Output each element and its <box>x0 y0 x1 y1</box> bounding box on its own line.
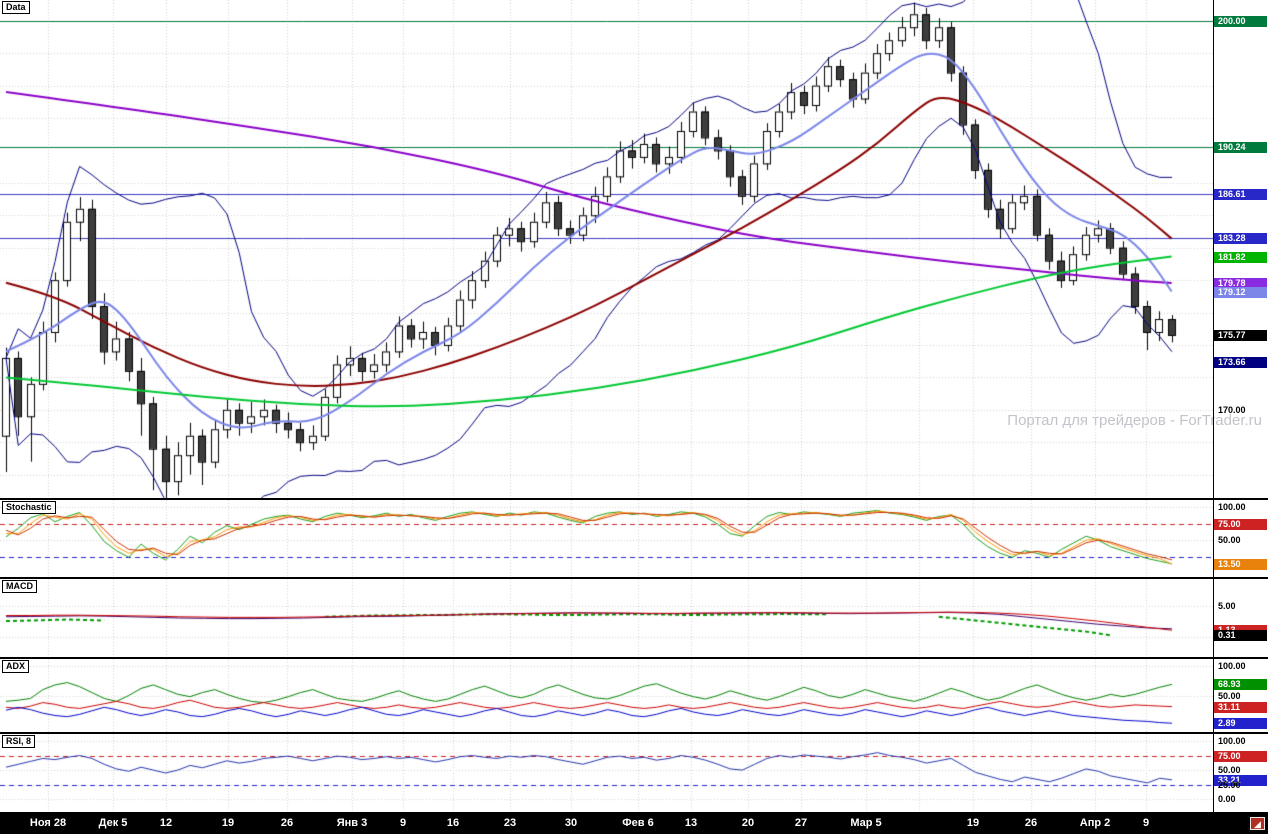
axis-date-label: 19 <box>221 817 235 829</box>
axis-date-label: 23 <box>503 817 517 829</box>
price-scale-badge: 68.93 <box>1214 679 1267 691</box>
axis-date-label: Ноя 28 <box>29 817 67 829</box>
price-scale-badge: 181.82 <box>1214 251 1267 263</box>
stochastic-scale[interactable]: 100.00 75.00 50.00 13.50 <box>1213 500 1268 577</box>
price-scale-label: 25.00 <box>1218 779 1241 790</box>
rsi-canvas[interactable] <box>0 734 1213 812</box>
price-scale[interactable]: 200.00 190.24 186.61 183.28 181.82 179.78 179.… <box>1213 0 1268 498</box>
axis-date-label: 16 <box>446 817 460 829</box>
axis-date-label: Апр 2 <box>1079 817 1111 829</box>
price-scale-label: 170.00 <box>1218 404 1246 415</box>
price-scale-badge: 75.00 <box>1214 518 1267 530</box>
axis-date-label: 9 <box>1142 817 1150 829</box>
price-scale-badge: 173.66 <box>1214 357 1267 369</box>
main-chart-canvas[interactable] <box>0 0 1213 498</box>
price-scale-badge: 31.11 <box>1214 701 1267 713</box>
price-scale-badge: 0.31 <box>1214 630 1267 642</box>
stochastic-panel: Stochastic 100.00 75.00 50.00 13.50 <box>0 500 1268 579</box>
axis-date-label: Фев 6 <box>622 817 654 829</box>
price-scale-label: 100.00 <box>1218 661 1246 672</box>
price-scale-badge: 2.89 <box>1214 718 1267 730</box>
indicator-label-stochastic: Stochastic <box>2 501 56 514</box>
adx-panel: ADX 100.00 68.93 50.00 31.11 2.89 <box>0 659 1268 734</box>
axis-date-label: 26 <box>1024 817 1038 829</box>
price-scale-label: 100.00 <box>1218 735 1246 746</box>
price-scale-badge: 186.61 <box>1214 189 1267 201</box>
price-scale-label: 50.00 <box>1218 690 1241 701</box>
axis-date-label: 9 <box>399 817 407 829</box>
main-chart-panel: Портал для трейдеров - ForTrader.ru Data… <box>0 0 1268 500</box>
price-scale-badge: 33.21 <box>1214 774 1267 786</box>
adx-canvas[interactable] <box>0 659 1213 732</box>
rsi-panel: RSI, 8 100.00 75.00 50.00 33.21 25.00 0.00 <box>0 734 1268 814</box>
fortrader-logo-icon[interactable]: ◢ <box>1250 817 1265 830</box>
indicator-label-macd: MACD <box>2 580 37 593</box>
price-scale-label: 5.00 <box>1218 601 1236 612</box>
price-scale-badge: 190.24 <box>1214 142 1267 154</box>
axis-date-label: 30 <box>564 817 578 829</box>
rsi-scale[interactable]: 100.00 75.00 50.00 33.21 25.00 0.00 <box>1213 734 1268 812</box>
axis-date-label: Мар 5 <box>850 817 882 829</box>
macd-canvas[interactable] <box>0 579 1213 657</box>
price-scale-badge: 179.12 <box>1214 286 1267 298</box>
axis-date-label: 13 <box>684 817 698 829</box>
axis-date-label: 12 <box>159 817 173 829</box>
price-scale-badge: 13.50 <box>1214 559 1267 571</box>
price-scale-badge: 175.77 <box>1214 329 1267 341</box>
price-scale-label: 50.00 <box>1218 535 1241 546</box>
time-axis[interactable]: ◢ Ноя 28 Дек 5 12 19 26 Янв 3 9 16 23 30 Фев 6 13 20… <box>0 814 1268 834</box>
price-scale-label: 0.00 <box>1218 794 1236 805</box>
price-scale-label: 100.00 <box>1218 502 1246 513</box>
indicator-label-adx: ADX <box>2 660 30 673</box>
axis-date-label: 20 <box>741 817 755 829</box>
axis-date-label: 19 <box>966 817 980 829</box>
adx-scale[interactable]: 100.00 68.93 50.00 31.11 2.89 <box>1213 659 1268 732</box>
price-scale-badge: 75.00 <box>1214 750 1267 762</box>
macd-scale[interactable]: 5.001.130.31 <box>1213 579 1268 657</box>
price-scale-badge: 183.28 <box>1214 232 1267 244</box>
price-scale-badge: 200.00 <box>1214 15 1267 27</box>
scale-divider-line <box>1213 0 1214 814</box>
price-scale-badge: 179.78 <box>1214 277 1267 289</box>
axis-date-label: 26 <box>280 817 294 829</box>
price-scale-label: 50.00 <box>1218 765 1241 776</box>
stochastic-canvas[interactable] <box>0 500 1213 577</box>
macd-panel: MACD 5.001.130.31 <box>0 579 1268 659</box>
axis-date-label: Дек 5 <box>98 817 128 829</box>
indicator-label-rsi: RSI, 8 <box>2 735 36 748</box>
axis-date-label: 27 <box>794 817 808 829</box>
axis-date-label: Янв 3 <box>336 817 368 829</box>
chart-title-label: Data <box>2 1 30 14</box>
